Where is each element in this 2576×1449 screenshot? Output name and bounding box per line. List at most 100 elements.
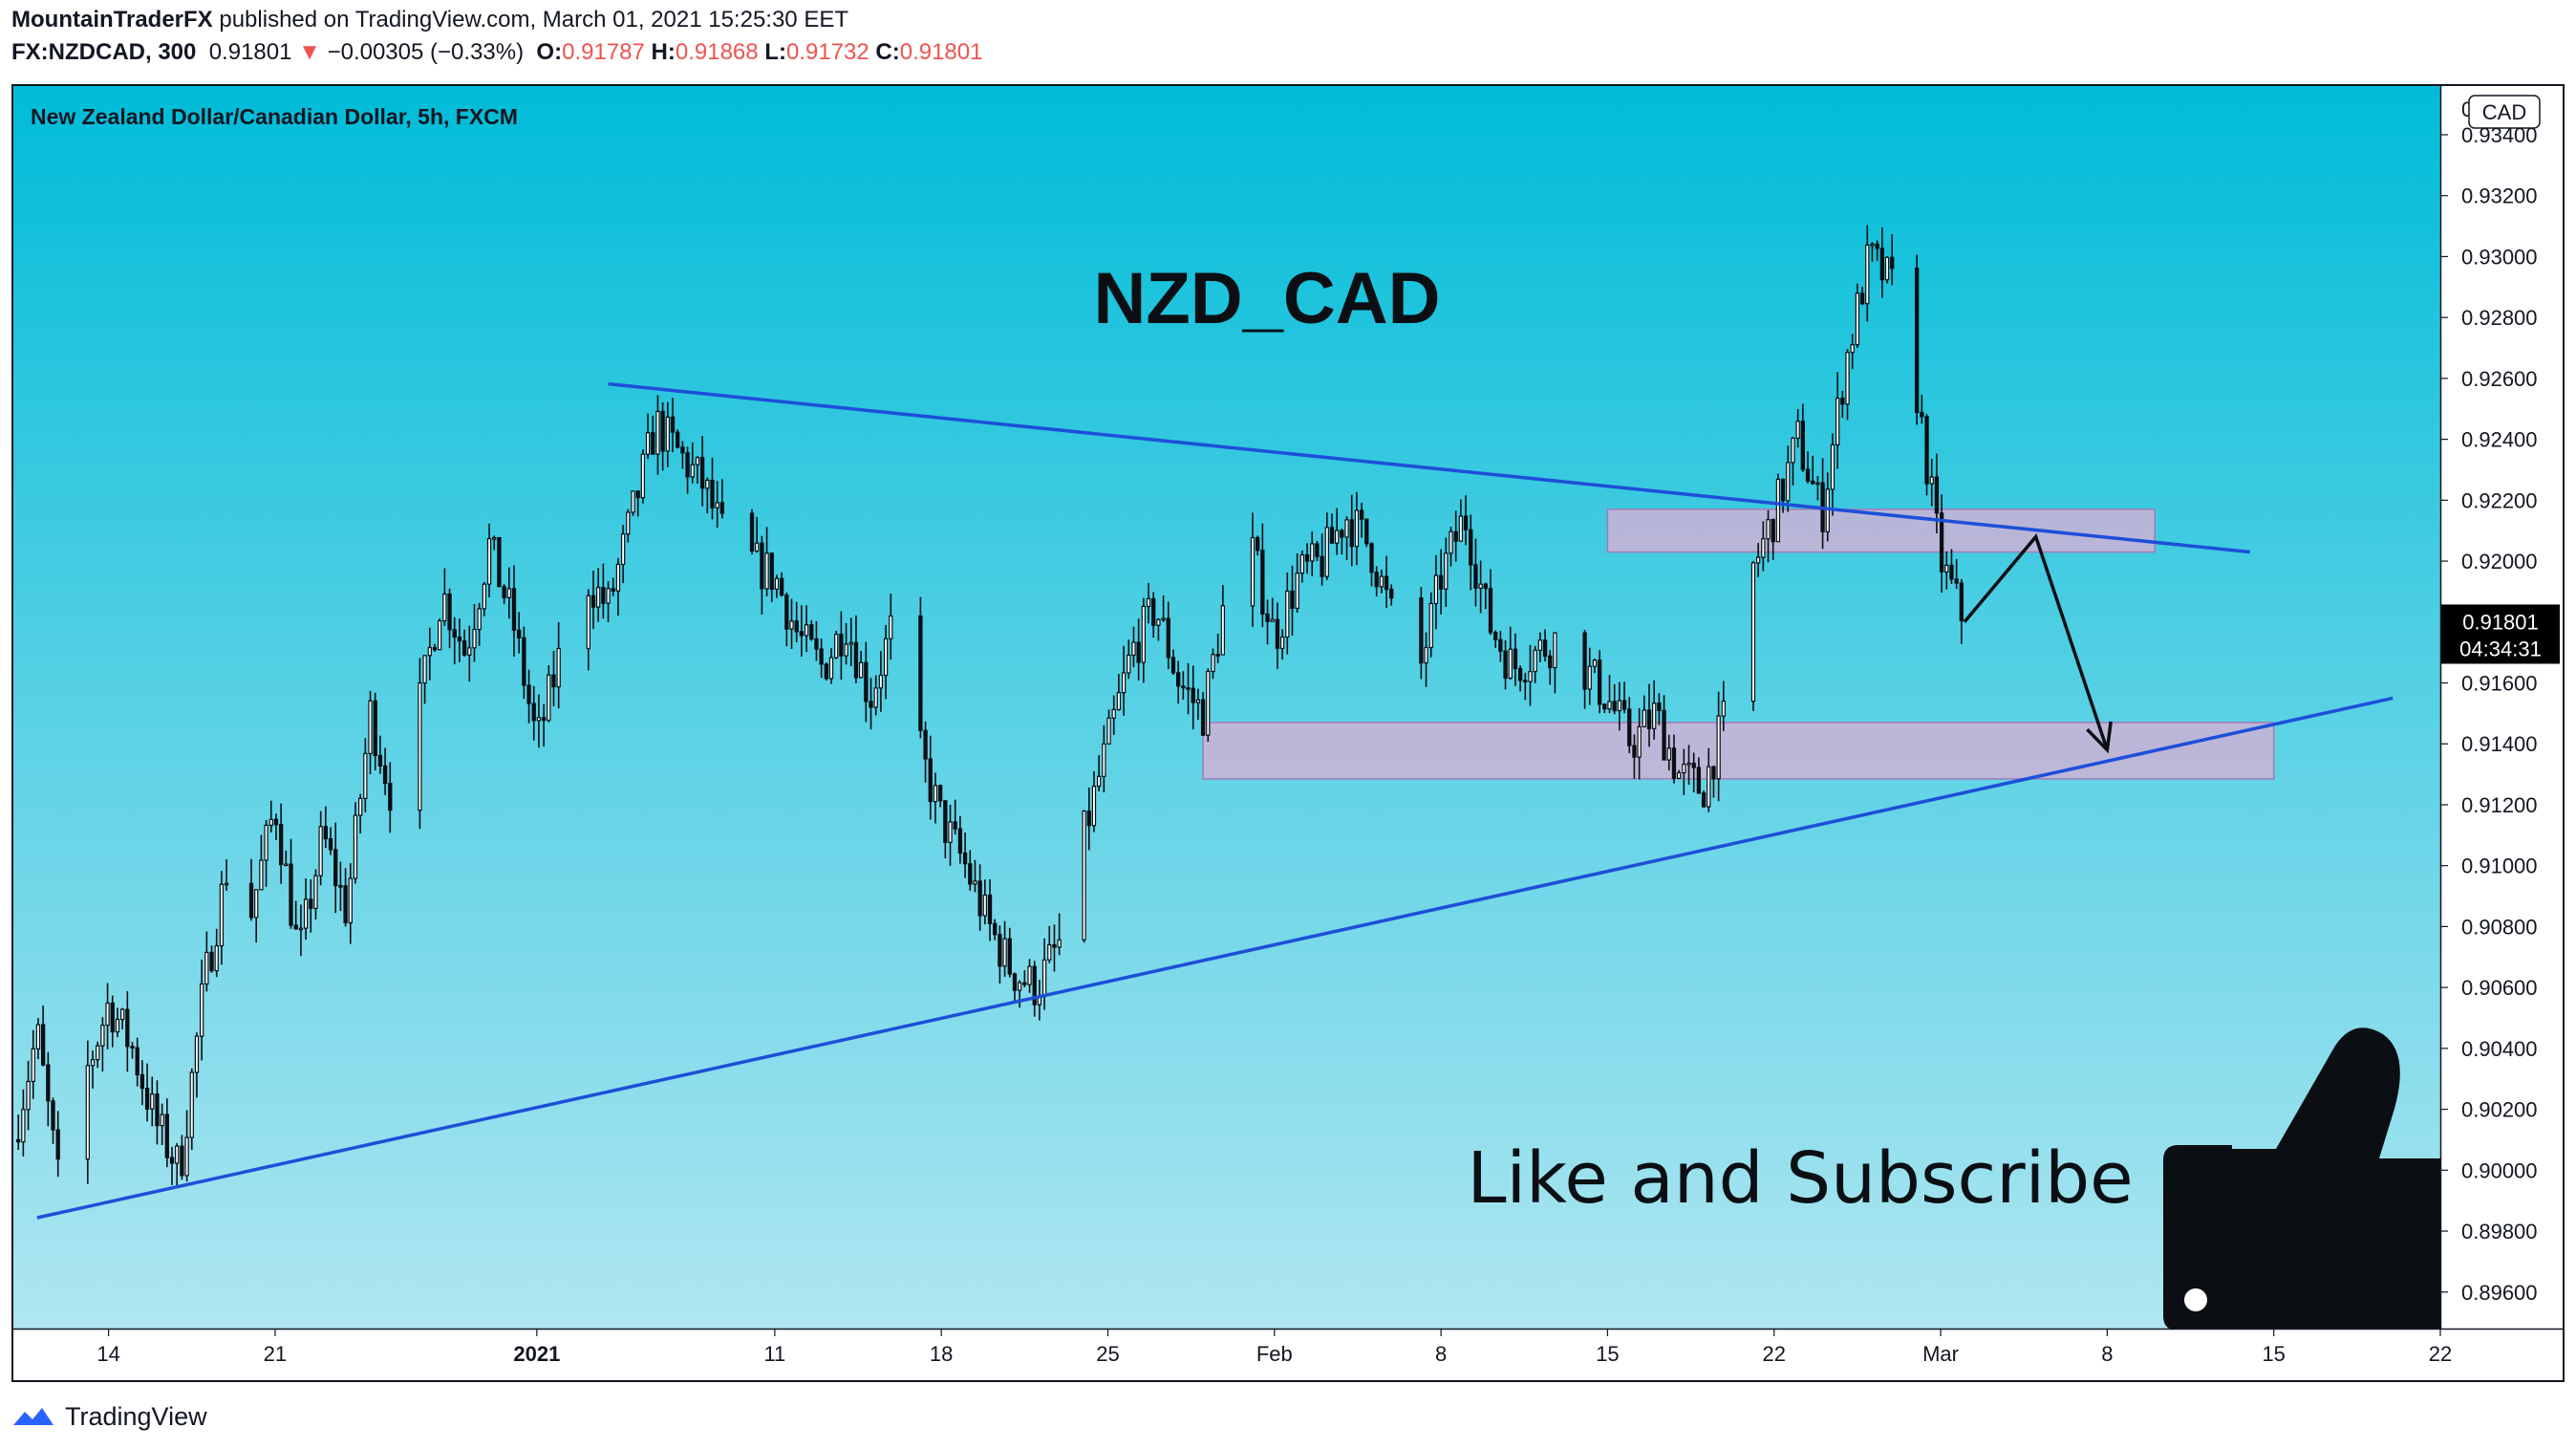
candle [676, 429, 680, 449]
candle [502, 584, 506, 605]
y-tick-label: 0.92800 [2461, 306, 2538, 330]
candle-body [373, 700, 377, 757]
candle [1082, 810, 1086, 943]
candle [834, 630, 839, 660]
candle-body [333, 849, 338, 887]
y-tick-label: 0.91000 [2461, 854, 2538, 878]
candle [1755, 543, 1761, 577]
resistance-zone[interactable] [1606, 508, 2156, 553]
candle [869, 678, 873, 730]
candle-body [497, 536, 502, 588]
candle-body [556, 647, 561, 688]
y-axis-panel[interactable] [2440, 86, 2563, 1380]
candle-body [937, 785, 943, 802]
candle [1478, 560, 1483, 614]
candle-body [1186, 687, 1191, 690]
candle-body [828, 657, 834, 680]
projection-path[interactable] [1963, 533, 2110, 751]
candle-body [977, 880, 982, 917]
x-tick-label: 14 [97, 1342, 119, 1366]
candle-body [590, 595, 596, 608]
candle-body [1811, 480, 1815, 485]
candle [1419, 587, 1424, 680]
author-name[interactable]: MountainTraderFX [11, 7, 213, 32]
candle-body [1335, 530, 1340, 544]
candle [1136, 618, 1141, 681]
candle-body [764, 552, 769, 590]
candle [21, 1089, 26, 1157]
candle [492, 535, 497, 551]
candle-body [1761, 538, 1766, 558]
tradingview-logo-icon[interactable] [11, 1404, 55, 1429]
support-zone[interactable] [1202, 722, 2275, 780]
candle [254, 889, 259, 943]
candle [100, 1017, 105, 1072]
currency-badge[interactable]: CAD [2468, 95, 2541, 129]
candle-body [214, 944, 219, 972]
chart-legend: New Zealand Dollar/Canadian Dollar, 5h, … [31, 104, 518, 129]
candle [214, 928, 219, 978]
candle-body [1428, 602, 1433, 649]
candle-body [1498, 638, 1503, 652]
candle [1106, 709, 1111, 746]
candle-body [175, 1145, 180, 1164]
candle [1329, 513, 1335, 544]
candle [1256, 535, 1260, 556]
candle [1830, 433, 1835, 516]
candle [1721, 681, 1726, 731]
candle-body [169, 1157, 175, 1164]
candle-body [933, 785, 938, 803]
candle [1473, 538, 1478, 607]
candle-body [1830, 443, 1835, 490]
candle [769, 551, 774, 602]
candle [382, 747, 388, 795]
candle-body [511, 588, 517, 631]
candle [1161, 595, 1166, 622]
y-tick-label: 0.92000 [2461, 550, 2538, 573]
candle [828, 648, 834, 684]
candle-body [1750, 562, 1756, 703]
candle [1612, 683, 1617, 715]
candle-body [323, 826, 328, 840]
candle-body [670, 416, 676, 433]
x-tick-label: 22 [1763, 1342, 1786, 1366]
tradingview-brand[interactable]: TradingView [65, 1401, 207, 1431]
x-tick-label: Mar [1922, 1342, 1959, 1366]
candle [651, 415, 655, 455]
price-chart[interactable]: New Zealand Dollar/Canadian Dollar, 5h, … [13, 86, 2563, 1380]
candle [1047, 925, 1052, 963]
candle [993, 919, 998, 941]
upper-trendline[interactable] [608, 381, 2250, 554]
candle [452, 616, 457, 665]
candle [1597, 650, 1602, 714]
x-axis-panel[interactable] [13, 1329, 2440, 1380]
candle [1002, 920, 1007, 977]
candle-body [784, 594, 789, 630]
candle [1170, 649, 1176, 676]
candle-body [1310, 543, 1315, 562]
candle-body [640, 453, 646, 499]
candle [883, 624, 889, 700]
chart-frame[interactable]: New Zealand Dollar/Canadian Dollar, 5h, … [11, 84, 2565, 1382]
candle-body [998, 934, 1002, 967]
y-tick-label: 0.92600 [2461, 367, 2538, 391]
candle [764, 527, 769, 596]
candle-body [1850, 344, 1855, 354]
candle [998, 925, 1002, 984]
candle-body [1220, 605, 1226, 656]
chart-title: NZD_CAD [1093, 258, 1440, 339]
lower-trendline[interactable] [36, 696, 2394, 1220]
candle [1166, 601, 1170, 669]
candle-body [432, 646, 438, 651]
candle-body [160, 1114, 164, 1127]
candle-body [1161, 617, 1166, 621]
candle-body [1845, 352, 1850, 405]
x-tick-label: 25 [1096, 1342, 1119, 1366]
candle [873, 675, 878, 716]
candle-body [313, 875, 318, 909]
candle [1523, 672, 1528, 701]
candle [1116, 674, 1122, 711]
candle-body [199, 983, 204, 1037]
candle-body [1513, 648, 1518, 670]
candle-body [774, 577, 780, 590]
